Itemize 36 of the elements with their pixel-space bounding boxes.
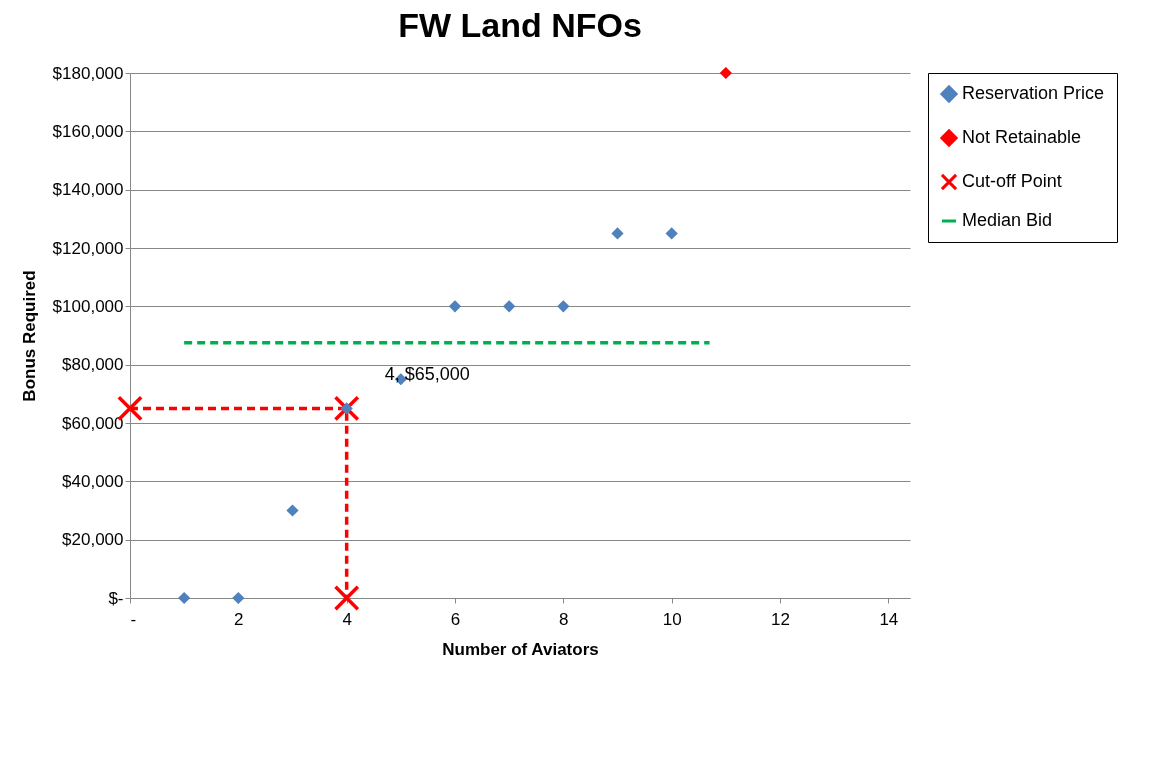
x-tick-label: - (130, 609, 137, 629)
x-axis-title: Number of Aviators (442, 639, 599, 659)
y-tick-label: $20,000 (62, 530, 124, 550)
point (719, 66, 732, 80)
y-tick-label: $120,000 (52, 238, 124, 258)
y-tick-label: $160,000 (52, 121, 124, 141)
point (611, 227, 624, 240)
legend-label: Median Bid (962, 210, 1053, 230)
annotation: 4, $65,000 (384, 364, 470, 385)
y-axis-title: Bonus Required (19, 270, 39, 402)
x-tick-label: 14 (879, 609, 899, 629)
point (557, 300, 570, 313)
x-tick-label: 2 (234, 609, 244, 629)
x-tick-label: 4 (342, 609, 352, 629)
point (286, 504, 299, 517)
y-tick-label: $40,000 (62, 471, 124, 491)
point (333, 585, 360, 611)
x-tick-label: 8 (559, 609, 569, 629)
y-tick-label: $80,000 (62, 355, 124, 375)
point (448, 300, 462, 313)
point (232, 591, 245, 605)
legend-label: Not Retainable (962, 127, 1082, 147)
y-tick-label: $180,000 (52, 63, 124, 83)
legend-label: Reservation Price (962, 83, 1105, 103)
y-tick-label: $60,000 (62, 413, 124, 433)
x-tick-label: 12 (771, 609, 790, 629)
x-tick-label: 10 (662, 609, 682, 629)
chart-title: FW Land NFOs (398, 6, 642, 44)
point (503, 300, 516, 313)
point (665, 227, 678, 240)
point (178, 591, 191, 605)
y-tick-label: $- (108, 588, 124, 608)
y-tick-label: $100,000 (52, 296, 124, 316)
x-tick-label: 6 (450, 609, 461, 629)
legend-label: Cut-off Point (962, 171, 1062, 191)
y-tick-label: $140,000 (52, 180, 124, 200)
